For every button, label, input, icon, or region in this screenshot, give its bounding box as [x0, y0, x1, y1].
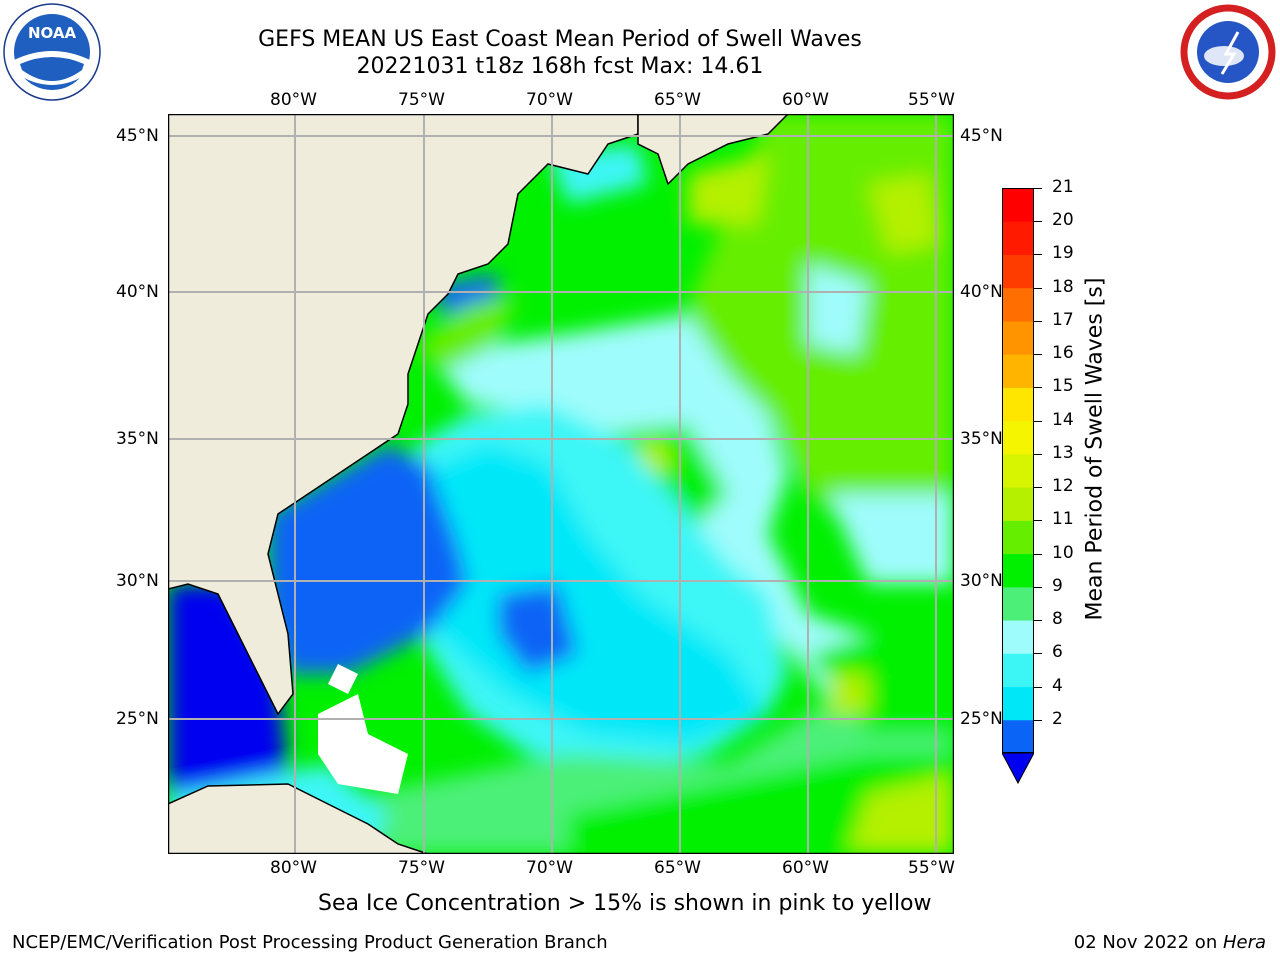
colorbar-tick-label: 19 — [1052, 243, 1074, 264]
colorbar-segment — [1002, 354, 1034, 388]
colorbar-segment — [1002, 686, 1034, 721]
colorbar-segment — [1002, 719, 1034, 754]
noaa-logo: NOAA — [2, 2, 102, 102]
lon-label-bottom-65w: 65°W — [654, 858, 701, 878]
lon-label-bottom-70w: 70°W — [526, 858, 573, 878]
colorbar-tick-mark — [1034, 586, 1042, 588]
sea-ice-note: Sea Ice Concentration > 15% is shown in … — [318, 891, 932, 916]
lon-label-top-75w: 75°W — [398, 90, 445, 110]
lat-label-left-25n: 25°N — [116, 709, 159, 729]
footer-date-text: 02 Nov 2022 on — [1073, 932, 1223, 953]
colorbar-tick-label: 15 — [1052, 376, 1074, 397]
colorbar-segment — [1002, 320, 1034, 355]
colorbar-segment — [1002, 254, 1034, 289]
colorbar-tick-mark — [1034, 620, 1042, 622]
colorbar-tick-mark — [1034, 354, 1042, 356]
colorbar-segment — [1002, 553, 1034, 588]
land-maritimes — [637, 113, 790, 186]
colorbar-under-arrow — [1001, 752, 1035, 785]
lat-label-left-35n: 35°N — [116, 429, 159, 449]
colorbar-tick-mark — [1034, 719, 1042, 721]
colorbar-tick-label: 16 — [1052, 343, 1074, 364]
lon-label-bottom-75w: 75°W — [398, 858, 445, 878]
chart-subtitle: 20221031 t18z 168h fcst Max: 14.61 — [356, 54, 764, 79]
colorbar-tick-mark — [1034, 320, 1042, 322]
colorbar-segment — [1002, 586, 1034, 621]
colorbar-tick-label: 8 — [1052, 609, 1063, 630]
lon-label-bottom-60w: 60°W — [782, 858, 829, 878]
colorbar-tick-label: 18 — [1052, 276, 1074, 297]
colorbar-segment — [1002, 653, 1034, 688]
colorbar-segment — [1002, 188, 1034, 222]
colorbar — [1001, 188, 1035, 785]
colorbar-tick-label: 13 — [1052, 442, 1074, 463]
footer-branch: NCEP/EMC/Verification Post Processing Pr… — [12, 932, 608, 953]
chart-title: GEFS MEAN US East Coast Mean Period of S… — [258, 27, 862, 52]
colorbar-segment — [1002, 420, 1034, 455]
colorbar-segment — [1002, 453, 1034, 488]
swell-period-field — [168, 114, 954, 854]
colorbar-segment — [1002, 520, 1034, 555]
map-frame — [167, 113, 955, 855]
lat-label-left-30n: 30°N — [116, 571, 159, 591]
colorbar-tick-label: 14 — [1052, 409, 1074, 430]
land-us-east — [167, 113, 639, 716]
graticule — [168, 114, 954, 854]
lat-label-right-25n: 25°N — [960, 709, 1003, 729]
colorbar-tick-label: 2 — [1052, 708, 1063, 729]
colorbar-tick-label: 17 — [1052, 309, 1074, 330]
colorbar-tick-mark — [1034, 188, 1042, 189]
colorbar-tick-mark — [1034, 487, 1042, 489]
colorbar-tick-label: 9 — [1052, 575, 1063, 596]
colorbar-tick-label: 21 — [1052, 177, 1074, 197]
colorbar-segment — [1002, 620, 1034, 654]
lon-label-bottom-80w: 80°W — [270, 858, 317, 878]
colorbar-tick-mark — [1034, 221, 1042, 223]
map-panel — [167, 113, 955, 855]
footer-date: 02 Nov 2022 on Hera — [1074, 932, 1266, 953]
colorbar-tick-mark — [1034, 254, 1042, 256]
colorbar-label: Mean Period of Swell Waves [s] — [1082, 277, 1108, 621]
lat-label-right-45n: 45°N — [960, 126, 1003, 146]
colorbar-segment — [1002, 221, 1034, 255]
colorbar-tick-label: 12 — [1052, 476, 1074, 497]
colorbar-segment — [1002, 387, 1034, 422]
colorbar-tick-mark — [1034, 653, 1042, 655]
lat-label-left-40n: 40°N — [116, 282, 159, 302]
colorbar-tick-label: 11 — [1052, 509, 1074, 530]
lon-label-top-70w: 70°W — [526, 90, 573, 110]
colorbar-tick-label: 6 — [1052, 642, 1063, 663]
noaa-logo-text: NOAA — [28, 24, 77, 42]
lat-label-right-30n: 30°N — [960, 571, 1003, 591]
colorbar-tick-mark — [1034, 287, 1042, 289]
colorbar-tick-mark — [1034, 420, 1042, 422]
colorbar-tick-mark — [1034, 553, 1042, 555]
lat-label-left-45n: 45°N — [116, 126, 159, 146]
lat-label-right-40n: 40°N — [960, 282, 1003, 302]
nws-logo — [1178, 2, 1278, 102]
lon-label-top-60w: 60°W — [782, 90, 829, 110]
colorbar-segment — [1002, 287, 1034, 322]
colorbar-frame — [1002, 188, 1034, 753]
colorbar-tick-label: 10 — [1052, 542, 1074, 563]
colorbar-segment — [1002, 487, 1034, 521]
lat-label-right-35n: 35°N — [960, 429, 1003, 449]
colorbar-tick-mark — [1034, 387, 1042, 389]
colorbar-tick-label: 4 — [1052, 675, 1063, 696]
colorbar-tick-mark — [1034, 520, 1042, 522]
lon-label-top-55w: 55°W — [908, 90, 955, 110]
colorbar-tick-mark — [1034, 686, 1042, 688]
lon-label-top-65w: 65°W — [654, 90, 701, 110]
lon-label-bottom-55w: 55°W — [908, 858, 955, 878]
footer-machine: Hera — [1222, 932, 1266, 953]
lon-label-top-80w: 80°W — [270, 90, 317, 110]
colorbar-tick-label: 20 — [1052, 210, 1074, 231]
colorbar-tick-mark — [1034, 453, 1042, 455]
